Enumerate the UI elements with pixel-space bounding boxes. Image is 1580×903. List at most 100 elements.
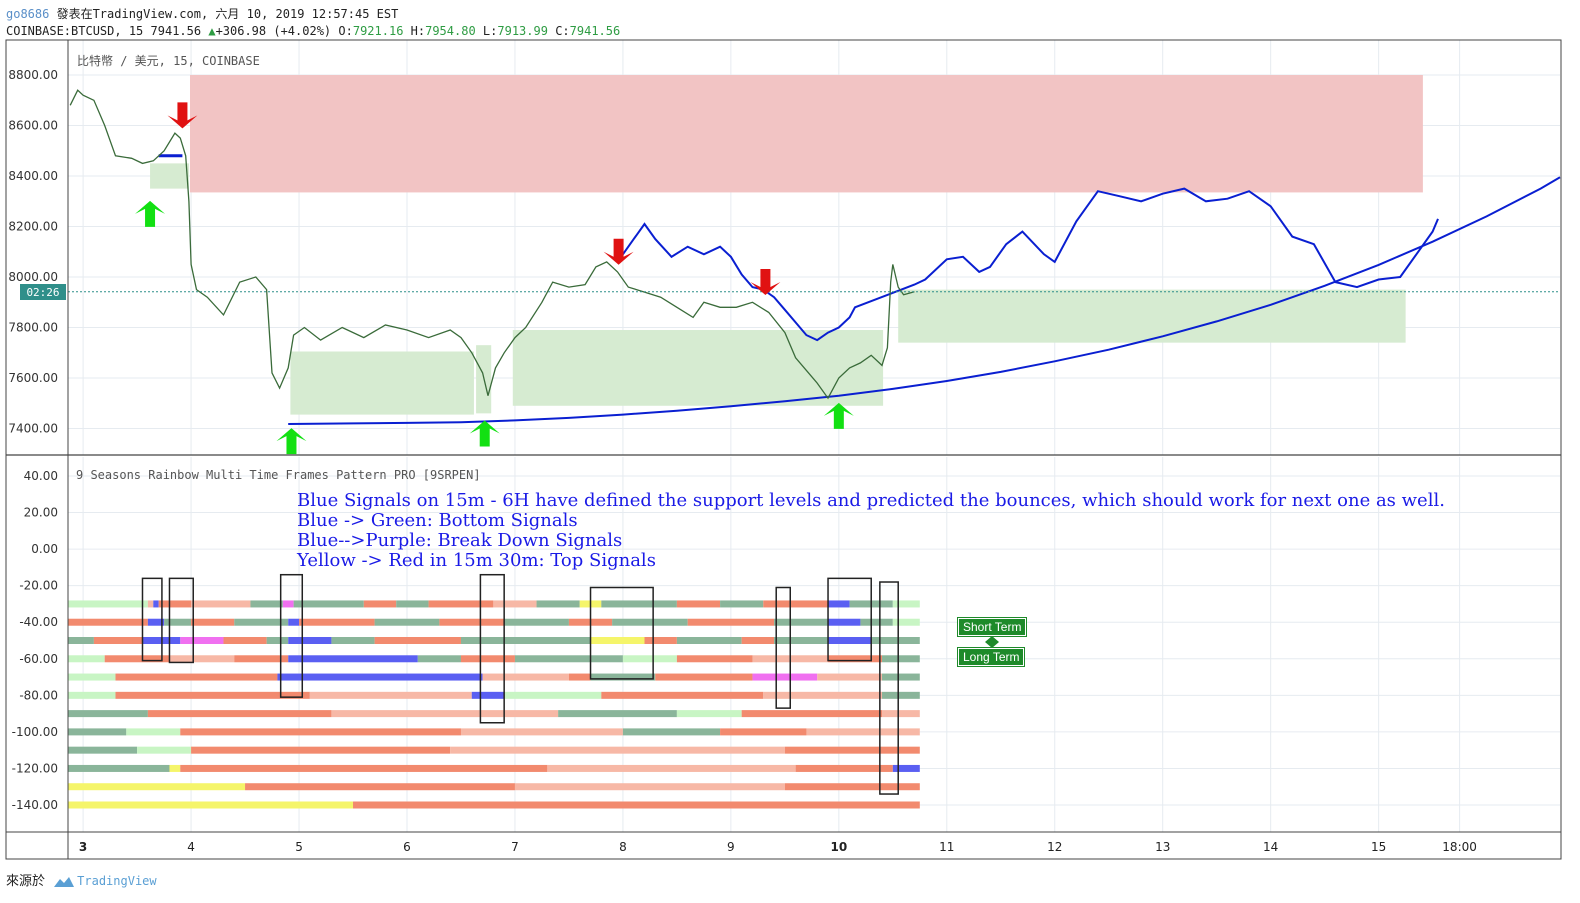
axes-layer: 7400.00 7600.00 7800.00 8000.00 8200.00 8400.… bbox=[5, 39, 1562, 860]
open-value: 7921.16 bbox=[352, 24, 404, 38]
long-term-label[interactable]: Long Term bbox=[956, 647, 1026, 667]
rainbow-bar-segment bbox=[882, 673, 920, 681]
price-line bbox=[69, 89, 915, 400]
indicator-tick-label: -100.00 bbox=[12, 725, 58, 739]
rainbow-bar-segment bbox=[180, 764, 548, 772]
support-zone bbox=[150, 163, 189, 189]
rainbow-bar-segment bbox=[622, 655, 677, 663]
rainbow-bar-segment bbox=[250, 600, 283, 608]
rainbow-bar-segment bbox=[374, 618, 440, 626]
rainbow-bar-segment bbox=[504, 618, 569, 626]
signal-arrows bbox=[135, 102, 854, 455]
rainbow-bar-segment bbox=[720, 600, 764, 608]
rainbow-bar-segment bbox=[417, 655, 461, 663]
rainbow-bar-segment bbox=[558, 710, 677, 718]
indicator-tick-label: -120.00 bbox=[12, 761, 58, 775]
rainbow-bar-segment bbox=[180, 728, 461, 736]
rainbow-bar-segment bbox=[450, 746, 785, 754]
rainbow-bar-segment bbox=[223, 637, 267, 644]
price-tick-label: 7400.00 bbox=[8, 422, 58, 436]
rainbow-bar-segment bbox=[784, 746, 920, 754]
time-tick-label: 15 bbox=[1371, 840, 1386, 854]
rainbow-bar-segment bbox=[288, 618, 300, 626]
rainbow-bar-segment bbox=[828, 637, 872, 644]
rainbow-bar-segment bbox=[795, 764, 893, 772]
time-tick-label: 7 bbox=[511, 840, 519, 854]
rainbow-bar-segment bbox=[676, 600, 721, 608]
price-tick-label: 8200.00 bbox=[8, 220, 58, 234]
rainbow-bar-segment bbox=[115, 673, 278, 681]
high-value: 7954.80 bbox=[425, 24, 476, 38]
rainbow-bar-segment bbox=[363, 600, 397, 608]
time-tick-label: 6 bbox=[403, 840, 411, 854]
rainbow-bar-segment bbox=[536, 600, 580, 608]
rainbow-bar-segment bbox=[277, 673, 483, 681]
indicator-pane-legend: 9 Seasons Rainbow Multi Time Frames Patt… bbox=[76, 468, 481, 482]
short-term-label[interactable]: Short Term bbox=[956, 617, 1028, 637]
rainbow-bar-segment bbox=[763, 691, 883, 699]
rainbow-bar-segment bbox=[622, 728, 721, 736]
indicator-gridlines bbox=[68, 457, 1560, 832]
rainbow-bar-segment bbox=[234, 655, 289, 663]
price-pane-legend: 比特幣 / 美元, 15, COINBASE bbox=[77, 53, 260, 68]
time-tick-label: 3 bbox=[79, 840, 87, 854]
price-change: +306.98 (+4.02%) bbox=[215, 24, 332, 38]
rainbow-bar-segment bbox=[784, 783, 920, 791]
rainbow-bar-segment bbox=[93, 637, 143, 644]
rainbow-bar-segment bbox=[514, 783, 785, 791]
annotation-line-4: Yellow -> Red in 15m 30m: Top Signals bbox=[296, 550, 656, 571]
support-curve-line bbox=[288, 176, 1561, 425]
tradingview-brand[interactable]: TradingView bbox=[77, 874, 157, 888]
publish-header: go8686 發表在TradingView.com, 六月 10, 2019 1… bbox=[6, 5, 398, 22]
highlight-box bbox=[827, 577, 872, 662]
annotation-line-1: Blue Signals on 15m - 6H have defined th… bbox=[297, 490, 1445, 511]
rainbow-bar-segment bbox=[309, 691, 472, 699]
rainbow-bar-segment bbox=[147, 600, 154, 608]
rainbow-bar-segment bbox=[180, 637, 224, 644]
open-label: O: bbox=[338, 24, 353, 38]
highlight-box bbox=[279, 573, 304, 698]
rainbow-bar-segment bbox=[245, 783, 515, 791]
author-link[interactable]: go8686 bbox=[6, 7, 50, 21]
rainbow-bar-segment bbox=[568, 673, 591, 681]
support-zone bbox=[290, 351, 474, 415]
rainbow-bar-segment bbox=[806, 728, 920, 736]
highlight-box bbox=[168, 577, 194, 664]
signal-down-icon bbox=[603, 238, 634, 265]
rainbow-bar-segment bbox=[191, 600, 251, 608]
footer: 來源於 TradingView bbox=[6, 870, 157, 889]
rainbow-bar-segment bbox=[774, 618, 829, 626]
time-marker: 02:26 bbox=[20, 284, 66, 300]
rainbow-bar-segment bbox=[266, 637, 289, 644]
rainbow-bar-segment bbox=[471, 691, 505, 699]
rainbow-bar-segment bbox=[601, 600, 677, 608]
rainbow-bar-segment bbox=[68, 691, 116, 699]
indicator-tick-label: -20.00 bbox=[19, 579, 58, 593]
highlight-box bbox=[879, 581, 899, 795]
rainbow-bar-segment bbox=[147, 710, 332, 718]
ohlc-header: COINBASE:BTCUSD, 15 7941.56 ▲+306.98 (+4… bbox=[6, 24, 620, 38]
rainbow-bar-segment bbox=[191, 618, 235, 626]
rainbow-bar-segment bbox=[687, 618, 775, 626]
rainbow-bar-segment bbox=[68, 618, 148, 626]
rainbow-bar-segment bbox=[892, 618, 920, 626]
price-tick-label: 7600.00 bbox=[8, 371, 58, 385]
rainbow-bar-segment bbox=[882, 710, 920, 718]
rainbow-bar-segment bbox=[547, 764, 796, 772]
rainbow-bar-segment bbox=[828, 618, 861, 626]
signal-down-icon bbox=[750, 269, 781, 296]
price-tick-label: 8400.00 bbox=[8, 169, 58, 183]
rainbow-bar-segment bbox=[504, 691, 602, 699]
price-zones bbox=[150, 75, 1423, 415]
signal-up-icon bbox=[469, 420, 500, 447]
rainbow-bar-segment bbox=[428, 600, 494, 608]
indicator-tick-label: 20.00 bbox=[24, 506, 58, 520]
rainbow-bar-segment bbox=[331, 637, 375, 644]
published-text: 發表在TradingView.com, 六月 10, 2019 12:57:45… bbox=[49, 7, 399, 21]
time-tick-label: 8 bbox=[619, 840, 627, 854]
last-price: 7941.56 bbox=[150, 24, 202, 38]
time-tick-label: 5 bbox=[295, 840, 303, 854]
annotation-line-3: Blue-->Purple: Break Down Signals bbox=[297, 530, 622, 551]
rainbow-bar-segment bbox=[460, 655, 515, 663]
